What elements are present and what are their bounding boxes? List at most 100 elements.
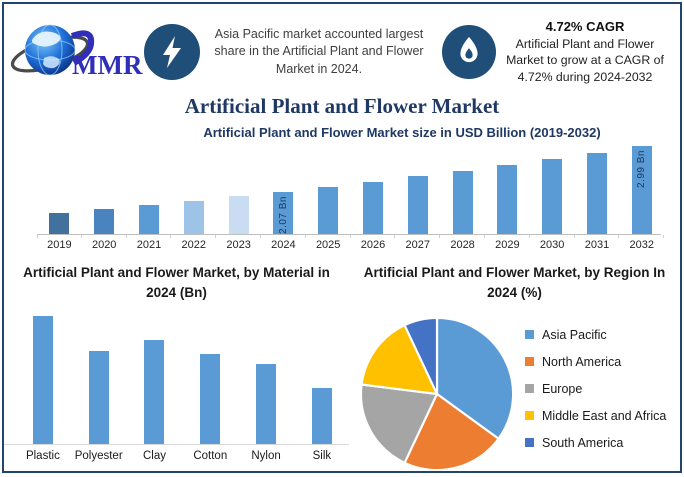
axis-label-polyester: Polyester	[74, 449, 123, 462]
cagr-block: 4.72% CAGR Artificial Plant and Flower M…	[496, 19, 674, 86]
market-size-chart: Artificial Plant and Flower Market size …	[4, 125, 680, 251]
axis-tick	[306, 235, 351, 238]
axis-tick	[127, 235, 172, 238]
legend-swatch	[525, 357, 534, 366]
legend-label: Middle East and Africa	[542, 408, 667, 423]
bar-2030	[542, 159, 563, 234]
axis-label-nylon: Nylon	[251, 449, 281, 462]
pie-slice-europe	[359, 382, 439, 464]
bar-2026	[362, 182, 383, 234]
bar-2032: 2.99 Bn	[631, 146, 652, 234]
bar-slot	[171, 144, 216, 234]
axis-tick	[351, 235, 396, 238]
legend-label: Asia Pacific	[542, 327, 607, 342]
legend-swatch	[525, 411, 534, 420]
cagr-title: 4.72% CAGR	[545, 18, 625, 34]
region-chart: Artificial Plant and Flower Market, by R…	[349, 259, 680, 472]
bottom-charts: Artificial Plant and Flower Market, by M…	[4, 259, 680, 472]
bar-slot	[306, 144, 351, 234]
axis-label-2022: 2022	[181, 239, 207, 251]
axis-label-cotton: Cotton	[193, 449, 228, 462]
bar-plastic	[32, 315, 53, 444]
highlight-text: Asia Pacific market accounted largest sh…	[214, 27, 424, 76]
axis-label-2024: 2024	[271, 239, 296, 251]
axis-tick	[216, 235, 261, 238]
bar-slot: 2.07 Bn	[261, 144, 306, 234]
axis-tick	[82, 235, 127, 238]
legend-item-europe: Europe	[525, 382, 666, 396]
axis-label-2019: 2019	[47, 239, 72, 251]
axis-tick	[171, 235, 217, 238]
bar-silk	[311, 387, 332, 444]
bar-value-label-2032: 2.99 Bn	[636, 150, 648, 188]
axis-label-2023: 2023	[226, 239, 251, 251]
axis-label-2031: 2031	[584, 239, 610, 251]
axis-tick	[261, 235, 306, 238]
bar-polyester	[88, 350, 109, 444]
cagr-text: Artificial Plant and Flower Market to gr…	[506, 36, 664, 84]
bar-value-label-2024: 2.07 Bn	[277, 196, 289, 234]
bar-slot	[127, 144, 172, 234]
bar-2025	[318, 187, 339, 234]
x-axis-labels: 2019 2020 2021 2022 2023 2024 2025 2026 2027 2028…	[37, 239, 661, 251]
axis-label-2020: 2020	[91, 239, 117, 251]
material-chart-title: Artificial Plant and Flower Market, by M…	[23, 265, 330, 301]
globe-icon: MMR	[10, 24, 143, 80]
bar-2023	[228, 196, 249, 234]
pie-slice-asia-pacific	[435, 316, 515, 440]
bar-slot	[37, 144, 82, 234]
axis-label-clay: Clay	[142, 449, 166, 462]
bar-slot	[575, 144, 620, 234]
bar-slot	[294, 312, 350, 444]
axis-tick	[485, 235, 530, 238]
axis-tick	[440, 235, 485, 238]
legend-label: South America	[542, 435, 624, 450]
flame-icon	[442, 25, 496, 79]
legend-swatch	[525, 330, 534, 339]
axis-label-2032: 2032	[629, 239, 654, 251]
bar-2028	[452, 171, 473, 234]
axis-tick	[530, 235, 575, 238]
material-axis-labels: Plastic Polyester Clay Cotton Nylon Silk	[4, 443, 349, 462]
bar-slot	[238, 312, 294, 444]
legend-swatch	[525, 384, 534, 393]
header: MMR Asia Pacific market accounted larges…	[4, 4, 680, 90]
bar-slot	[71, 312, 127, 444]
axis-label-2029: 2029	[495, 239, 520, 251]
market-size-chart-title: Artificial Plant and Flower Market size …	[203, 125, 601, 140]
bar-slot	[440, 144, 485, 234]
bar-2020	[94, 209, 115, 234]
axis-label-2021: 2021	[136, 239, 162, 251]
legend-item-asia-pacific: Asia Pacific	[525, 328, 666, 342]
legend-item-middle-east-and-africa: Middle East and Africa	[525, 409, 666, 423]
lightning-icon	[144, 24, 200, 80]
bar-slot	[530, 144, 575, 234]
x-axis	[37, 234, 665, 238]
bar-slot	[485, 144, 530, 234]
bar-2022	[183, 201, 204, 234]
market-size-bars: 2.07 Bn 2.99 Bn	[4, 144, 680, 234]
axis-label-silk: Silk	[312, 449, 332, 462]
bar-slot	[82, 144, 127, 234]
bar-nylon	[256, 363, 277, 444]
axis-tick	[619, 235, 665, 238]
region-legend: Asia Pacific North America Europe Middle Ea…	[525, 328, 666, 463]
bar-slot	[127, 312, 183, 444]
axis-tick	[575, 235, 620, 238]
bar-2031	[586, 153, 607, 234]
pie-slice-south-america	[403, 316, 439, 395]
bar-2024: 2.07 Bn	[273, 192, 294, 234]
bar-slot	[182, 312, 238, 444]
region-pie-chart	[359, 316, 515, 471]
pie-area: Asia Pacific North America Europe Middle Ea…	[349, 312, 680, 472]
bar-clay	[144, 339, 165, 444]
bar-2019	[49, 213, 70, 234]
bar-slot	[351, 144, 396, 234]
axis-label-2030: 2030	[539, 239, 565, 251]
axis-label-2025: 2025	[315, 239, 341, 251]
axis-label-plastic: Plastic	[25, 449, 60, 462]
legend-item-north-america: North America	[525, 355, 666, 369]
material-bars	[4, 312, 349, 444]
axis-tick	[37, 235, 82, 238]
